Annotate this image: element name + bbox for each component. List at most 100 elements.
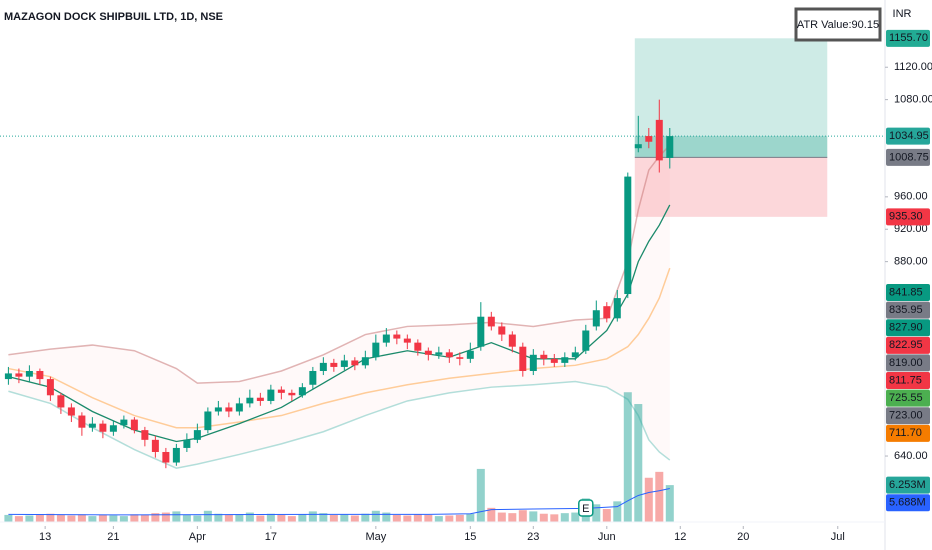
price-tag-label: 935.30: [889, 211, 923, 223]
x-tick-label: 17: [265, 531, 277, 543]
volume-bar: [466, 513, 475, 522]
y-tick-label: 880.00: [894, 256, 928, 268]
candle-body: [88, 423, 96, 428]
volume-bar: [25, 515, 34, 522]
volume-bar: [88, 516, 97, 522]
volume-bar: [77, 514, 86, 522]
indicator-label: ATR Value:90.15: [797, 19, 879, 31]
candle-body: [4, 373, 12, 380]
volume-bar: [287, 516, 296, 522]
candle-body: [25, 370, 33, 377]
candle-body: [78, 415, 86, 428]
volume-bar: [634, 404, 643, 522]
candle-body: [603, 306, 611, 319]
candle-body: [330, 362, 338, 367]
candle-body: [225, 407, 233, 412]
candle-body: [162, 451, 170, 463]
volume-bar: [602, 509, 611, 522]
candle-body: [655, 119, 663, 161]
candle-body: [445, 352, 453, 358]
candle-body: [319, 362, 327, 371]
volume-bar: [193, 515, 202, 522]
candle-body: [15, 373, 23, 377]
indicator-line: [8, 380, 671, 469]
volume-bar: [445, 515, 454, 522]
volume-bar: [371, 510, 380, 522]
x-tick-label: 23: [527, 531, 539, 543]
price-tag-label: 6.253M: [889, 479, 926, 491]
volume-bar: [350, 515, 359, 522]
volume-bar: [455, 514, 464, 522]
price-tag-label: 822.95: [889, 339, 923, 351]
price-tag: [886, 476, 930, 494]
candle-body: [141, 430, 149, 440]
candle-body: [571, 352, 579, 358]
candle-body: [582, 330, 590, 351]
volume-bar: [151, 513, 160, 522]
volume-bar: [623, 392, 632, 522]
candle-body: [403, 338, 411, 343]
volume-bar: [109, 515, 118, 522]
volume-bar: [329, 514, 338, 522]
candle-body: [67, 407, 75, 416]
candle-body: [99, 423, 107, 432]
indicator-box: [794, 7, 882, 42]
x-tick-label: Jun: [598, 531, 616, 543]
candle-body: [235, 403, 243, 412]
volume-bar: [550, 514, 559, 522]
candle-body: [592, 310, 600, 327]
y-tick-label: 960.00: [894, 191, 928, 203]
candle-body: [487, 316, 495, 327]
chart-title: MAZAGON DOCK SHIPBUIL LTD, 1D, NSE: [4, 11, 223, 23]
price-tag: [886, 494, 930, 512]
candle-body: [288, 392, 296, 396]
volume-bar: [256, 515, 265, 522]
price-tag-label: 1155.70: [889, 32, 928, 44]
price-tag: [886, 407, 930, 425]
volume-bar: [4, 514, 13, 522]
candle-body: [435, 352, 443, 355]
price-tag-label: 811.75: [889, 374, 922, 386]
price-tag: [886, 127, 930, 145]
x-tick-label: 15: [464, 531, 476, 543]
candle-body: [120, 419, 128, 426]
volume-bar: [392, 514, 401, 522]
price-tag: [886, 208, 930, 226]
candle-body: [498, 326, 506, 335]
candle-body: [466, 350, 474, 359]
candle-body: [256, 397, 264, 401]
price-tag-label: 835.95: [889, 304, 923, 316]
stop-zone: [634, 157, 828, 217]
volume-bar: [340, 514, 349, 522]
volume-bar: [266, 513, 275, 522]
candle-body: [298, 387, 306, 396]
volume-bar: [592, 504, 601, 522]
volume-bar: [235, 514, 244, 522]
candle-body: [529, 354, 537, 371]
candle-body: [204, 411, 212, 431]
price-tag-label: 1034.95: [889, 130, 929, 142]
price-tag: [886, 29, 930, 47]
volume-bar: [56, 514, 65, 522]
volume-bar: [539, 513, 548, 522]
candle-body: [456, 357, 464, 359]
volume-bar: [319, 513, 328, 522]
volume-bar: [214, 513, 223, 522]
price-tag-label: 723.00: [889, 410, 923, 422]
candle-body: [351, 360, 359, 366]
volume-bar: [308, 511, 317, 522]
x-tick-label: Apr: [189, 531, 206, 543]
volume-bar: [665, 485, 674, 522]
volume-bar: [130, 514, 139, 522]
plot-area: E: [0, 38, 885, 522]
candle-body: [624, 176, 632, 295]
currency-label: INR: [893, 8, 912, 20]
candle-body: [666, 136, 674, 158]
price-tag-label: 711.70: [889, 427, 922, 439]
x-tick-label: May: [365, 531, 386, 543]
y-tick-label: 1080.00: [894, 94, 932, 106]
candle-body: [214, 407, 222, 412]
candle-body: [519, 346, 527, 371]
candle-body: [46, 379, 54, 396]
volume-bar: [298, 514, 307, 522]
